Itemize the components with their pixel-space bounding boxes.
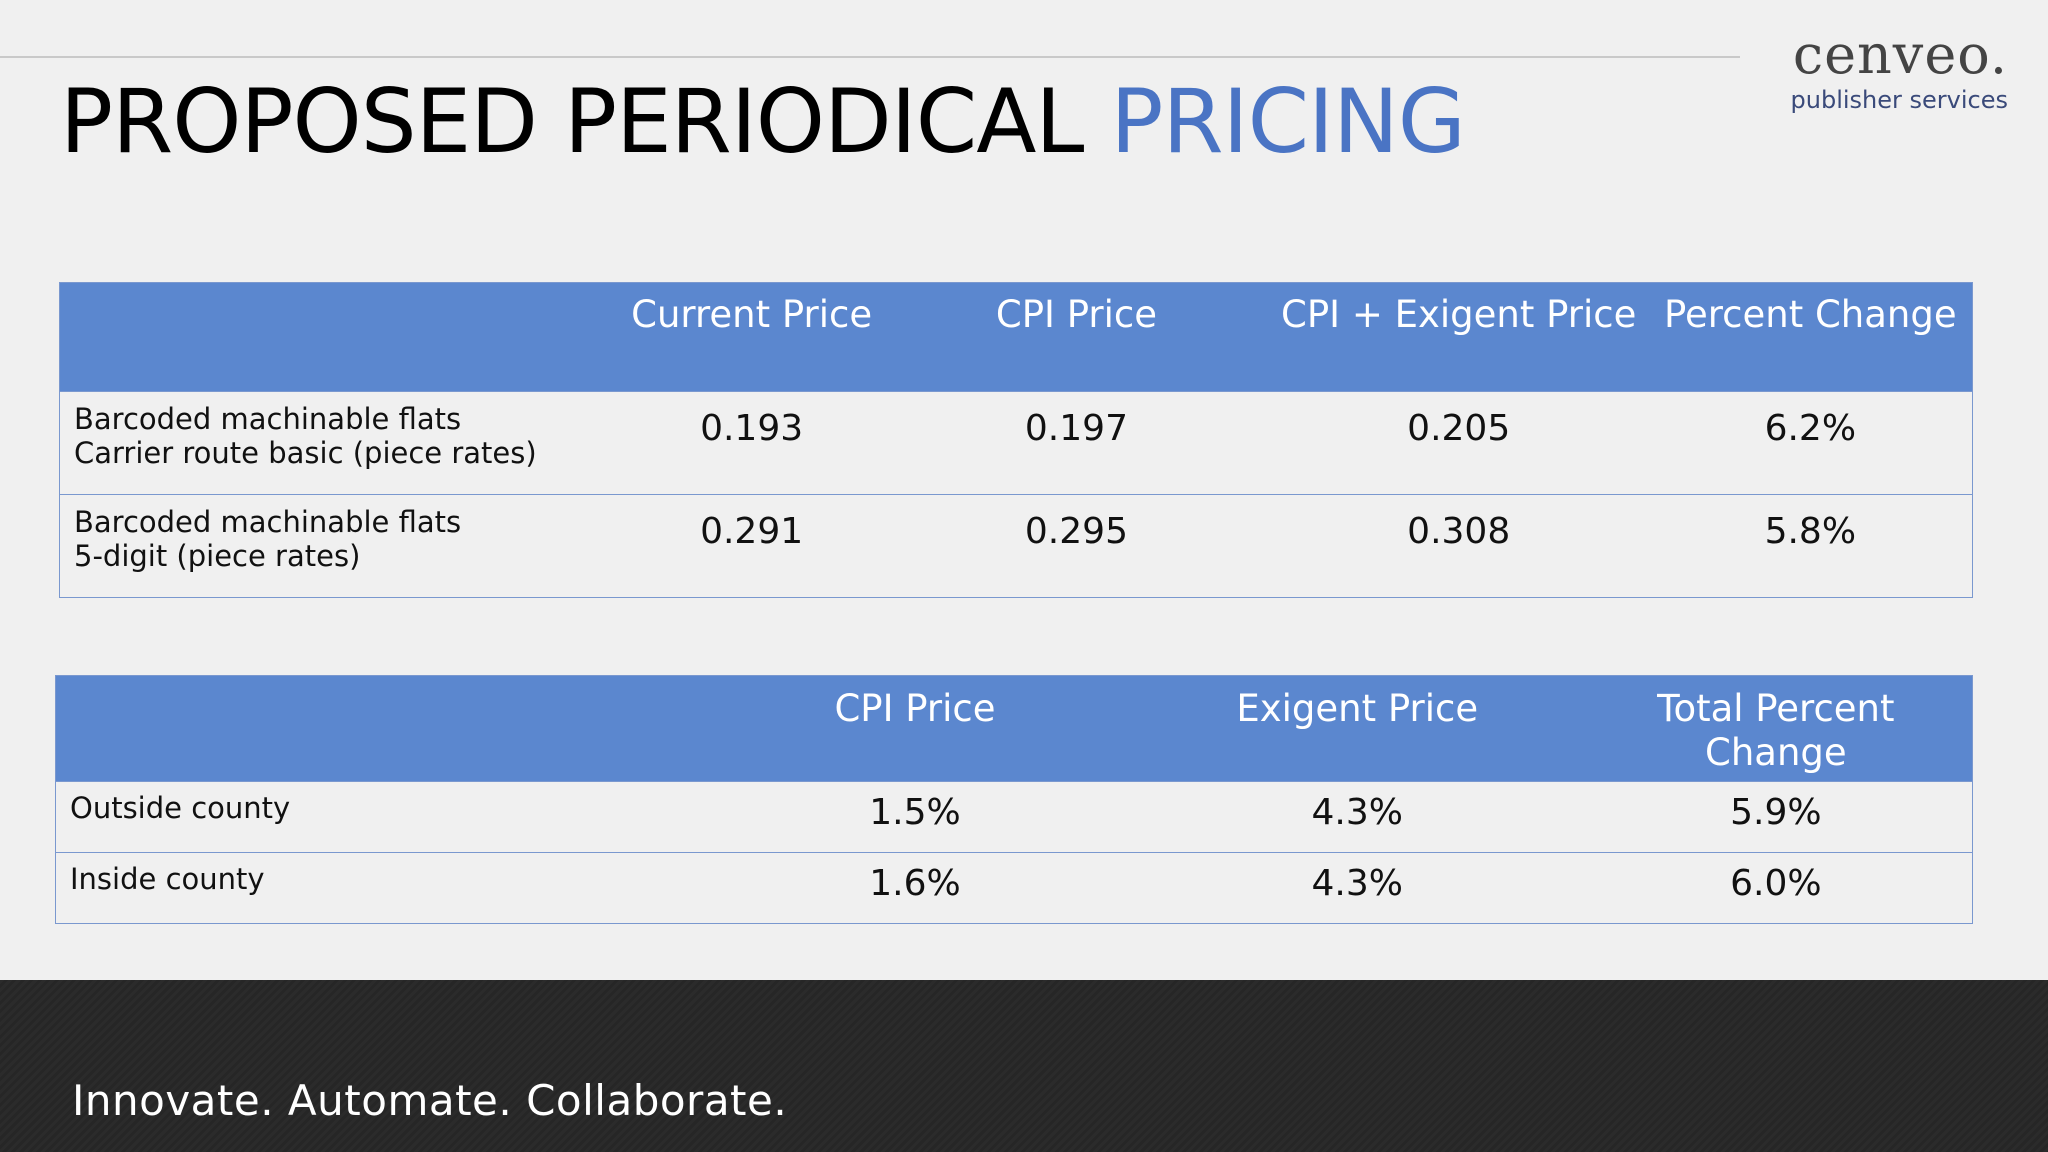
row-label-line1: Barcoded machinable flats: [74, 505, 462, 539]
table-row: Outside county 1.5% 4.3% 5.9%: [55, 781, 1973, 853]
table-header-row: CPI Price Exigent Price Total Percent Ch…: [55, 675, 1973, 782]
table-row: Inside county 1.6% 4.3% 6.0%: [55, 852, 1973, 924]
cell-cpi-exigent-price: 0.205: [1268, 391, 1649, 495]
cell-current-price: 0.193: [619, 391, 885, 495]
row-label: Barcoded machinable flats Carrier route b…: [59, 391, 620, 495]
table-row: Barcoded machinable flats Carrier route b…: [59, 391, 1973, 495]
cell-cpi-exigent-price: 0.308: [1268, 494, 1649, 598]
row-label-line1: Barcoded machinable flats: [74, 402, 462, 436]
cell-cpi-price: 0.197: [884, 391, 1269, 495]
page-title: PROPOSED PERIODICAL PRICING: [60, 78, 1466, 166]
pricing-table: Current Price CPI Price CPI + Exigent Pr…: [59, 282, 1973, 598]
cell-cpi-price: 0.295: [884, 494, 1269, 598]
table-row: Barcoded machinable flats 5-digit (piece …: [59, 494, 1973, 598]
footer-band: [0, 980, 2048, 1152]
header-cpi-price: CPI Price: [695, 675, 1135, 782]
cell-total-percent-change: 5.9%: [1579, 781, 1973, 853]
header-total-percent-change: Total Percent Change: [1579, 675, 1973, 782]
row-label-line2: 5-digit (piece rates): [74, 539, 361, 573]
title-accent: PRICING: [1110, 70, 1466, 173]
cell-current-price: 0.291: [619, 494, 885, 598]
percent-table: CPI Price Exigent Price Total Percent Ch…: [55, 675, 1973, 924]
row-label: Outside county: [55, 781, 696, 853]
logo-subtitle: publisher services: [1790, 86, 2008, 114]
footer-tagline: Innovate. Automate. Collaborate.: [72, 1076, 788, 1125]
cell-cpi-price: 1.6%: [695, 852, 1135, 924]
cenveo-logo: cenveo. publisher services: [1790, 23, 2008, 115]
header-empty: [59, 282, 620, 392]
row-label: Inside county: [55, 852, 696, 924]
cell-percent-change: 5.8%: [1648, 494, 1973, 598]
cell-total-percent-change: 6.0%: [1579, 852, 1973, 924]
cell-percent-change: 6.2%: [1648, 391, 1973, 495]
table-header-row: Current Price CPI Price CPI + Exigent Pr…: [59, 282, 1973, 392]
header-current-price: Current Price: [619, 282, 885, 392]
header-empty: [55, 675, 696, 782]
cell-exigent-price: 4.3%: [1134, 781, 1580, 853]
header-exigent-price: Exigent Price: [1134, 675, 1580, 782]
cell-cpi-price: 1.5%: [695, 781, 1135, 853]
title-main: PROPOSED PERIODICAL: [60, 70, 1111, 173]
logo-wordmark: cenveo.: [1792, 23, 2008, 86]
header-cpi-price: CPI Price: [884, 282, 1269, 392]
header-percent-change: Percent Change: [1648, 282, 1973, 392]
header-cpi-exigent-price: CPI + Exigent Price: [1268, 282, 1649, 392]
top-rule: [0, 56, 1740, 58]
row-label: Barcoded machinable flats 5-digit (piece …: [59, 494, 620, 598]
cell-exigent-price: 4.3%: [1134, 852, 1580, 924]
row-label-line2: Carrier route basic (piece rates): [74, 436, 537, 470]
